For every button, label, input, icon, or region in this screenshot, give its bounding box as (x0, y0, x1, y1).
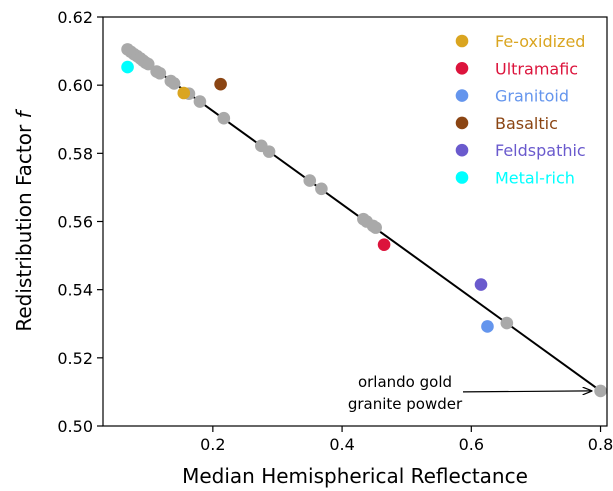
legend-marker-basaltic (455, 116, 469, 130)
series-0-point (167, 77, 181, 90)
legend-marker-granitoid (455, 89, 469, 102)
legend-label-fe-oxidized: Fe-oxidized (495, 32, 585, 51)
series-0-point (303, 174, 317, 187)
legend-marker-metal-rich (455, 171, 469, 184)
y-tick-label: 0.58 (57, 144, 93, 163)
legend-marker-feldspathic (455, 143, 469, 157)
annotation: orlando gold granite powder (348, 373, 591, 413)
y-tick-label: 0.52 (57, 349, 93, 368)
y-axis-title-variable: f (12, 108, 36, 118)
annotation-text: orlando gold (358, 373, 452, 391)
y-tick-label: 0.56 (57, 213, 93, 232)
legend-label-metal-rich: Metal-rich (495, 169, 575, 188)
axis-ticks: 0.2 0.4 0.6 0.8 0.50 0.52 0.54 0.56 0.58 0.60 0.62 (57, 8, 613, 454)
chart-marks (121, 43, 607, 398)
feldspathic-point (474, 278, 488, 291)
legend-label-feldspathic: Feldspathic (495, 141, 586, 160)
series-0-point (369, 221, 382, 234)
series-0-point (193, 95, 207, 108)
y-tick-label: 0.50 (57, 417, 93, 436)
series-0-point (262, 145, 276, 158)
x-tick-label: 0.4 (329, 435, 354, 454)
series-0-point (153, 66, 167, 80)
granitoid-point (481, 320, 494, 333)
annotation-text: granite powder (348, 395, 463, 413)
legend-marker-ultramafic (455, 62, 469, 75)
legend-marker-fe-oxidized (455, 34, 469, 48)
y-axis-title: Redistribution Factor f (12, 108, 36, 331)
fe-oxidized-point (177, 86, 191, 100)
series-0-point (500, 316, 514, 330)
metal-rich-point (121, 60, 134, 74)
x-tick-label: 0.6 (459, 435, 484, 454)
legend-label-ultramafic: Ultramafic (495, 59, 578, 78)
ultramafic-point (377, 238, 391, 251)
basaltic-point (214, 77, 227, 91)
plot-frame (102, 16, 608, 427)
annotation-arrow (462, 391, 591, 392)
y-tick-label: 0.60 (57, 76, 93, 95)
legend-label-basaltic: Basaltic (495, 114, 558, 133)
series-0-point (594, 384, 607, 398)
x-axis-title: Median Hemispherical Reflectance (182, 464, 528, 488)
series-0-point (315, 182, 328, 196)
y-tick-label: 0.62 (57, 8, 93, 27)
series-0-point (217, 111, 231, 125)
y-tick-label: 0.54 (57, 281, 93, 300)
x-tick-label: 0.8 (588, 435, 613, 454)
legend: Fe-oxidized Ultramafic Granitoid Basaltic Fe… (455, 32, 586, 188)
legend-label-granitoid: Granitoid (495, 87, 569, 106)
y-axis-title-main: Redistribution Factor (12, 118, 36, 331)
series-0-point (141, 57, 155, 71)
x-tick-label: 0.2 (200, 435, 225, 454)
